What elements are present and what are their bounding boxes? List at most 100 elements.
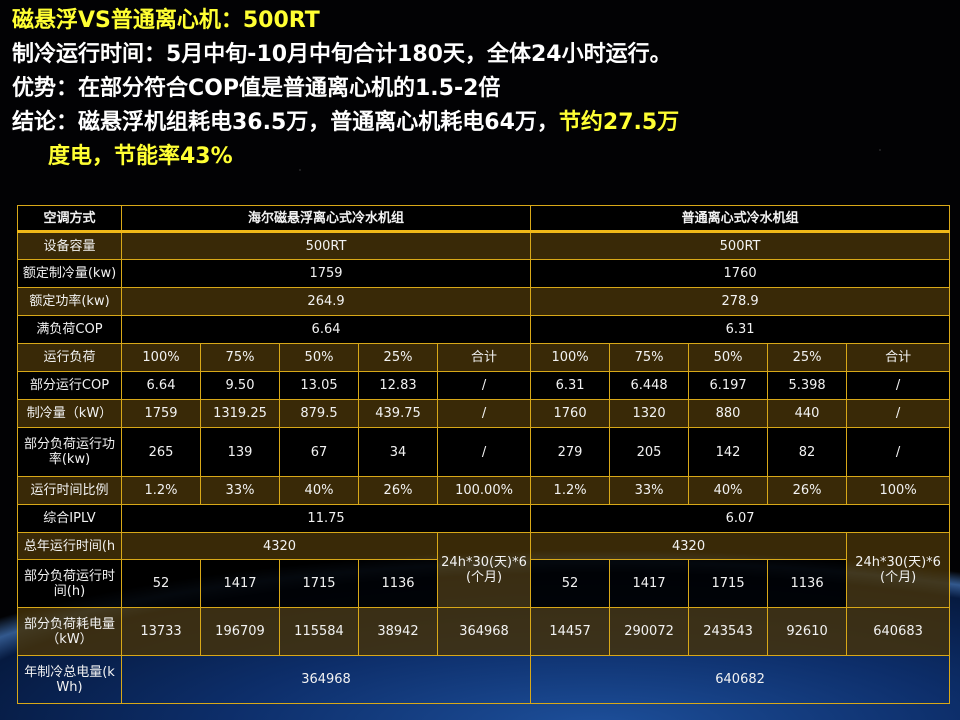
conclusion-text: 结论：磁悬浮机组耗电36.5万，普通离心机耗电64万， xyxy=(12,110,559,135)
row-label: 年制冷总电量(kWh) xyxy=(17,655,122,704)
table-cell: 264.9 xyxy=(120,287,532,316)
row-label: 部分负荷耗电量（kW） xyxy=(17,607,122,656)
table-cell: 439.75 xyxy=(358,399,438,428)
row-label: 额定制冷量(kw) xyxy=(17,259,122,288)
table-cell: 1417 xyxy=(609,559,690,608)
table-cell: 100% xyxy=(846,476,951,505)
table-cell: 1760 xyxy=(530,399,611,428)
table-row: 总年运行时间(h 4320 24h*30(天)*6(个月) 4320 24h*30(天)… xyxy=(17,532,951,608)
table-row: 运行时间比例 1.2% 33% 40% 26% 100.00% 1.2% 33% 40% 26% 1… xyxy=(17,476,951,505)
table-cell: 100% xyxy=(121,343,201,372)
row-label: 空调方式 xyxy=(17,205,122,233)
table-cell: 5.398 xyxy=(767,371,848,400)
table-cell: 1760 xyxy=(530,259,951,288)
table-cell: 100.00% xyxy=(436,476,532,505)
table-cell: 75% xyxy=(609,343,690,372)
table-cell: 265 xyxy=(121,427,201,477)
table-cell: 1319.25 xyxy=(200,399,280,428)
table-cell: 14457 xyxy=(530,607,611,656)
table-cell: 880 xyxy=(688,399,769,428)
row-label: 设备容量 xyxy=(17,231,122,260)
table-cell: 4320 xyxy=(121,532,438,560)
table-cell: 879.5 xyxy=(279,399,359,428)
table-cell: 100% xyxy=(530,343,611,372)
table-cell: 24h*30(天)*6(个月) xyxy=(436,532,532,608)
row-label: 额定功率(kw) xyxy=(17,287,122,316)
table-cell: 34 xyxy=(358,427,438,477)
table-cell: 1715 xyxy=(279,559,359,608)
title-line-2: 制冷运行时间：5月中旬-10月中旬合计180天，全体24小时运行。 xyxy=(12,42,672,67)
table-cell: 1.2% xyxy=(121,476,201,505)
table-row: 额定功率(kw) 264.9 278.9 xyxy=(17,287,951,316)
table-cell: 6.07 xyxy=(530,504,951,533)
table-cell: 50% xyxy=(688,343,769,372)
comparison-table: 空调方式 海尔磁悬浮离心式冷水机组 普通离心式冷水机组 设备容量 500RT 500RT 额… xyxy=(17,205,951,704)
row-label: 综合IPLV xyxy=(17,504,122,533)
table-row: 额定制冷量(kw) 1759 1760 xyxy=(17,259,951,288)
table-row: 部分负荷耗电量（kW） 13733 196709 115584 38942 364968 1… xyxy=(17,607,951,656)
table-cell: 1136 xyxy=(358,559,438,608)
table-cell: / xyxy=(436,399,532,428)
table-cell: 6.64 xyxy=(121,371,201,400)
row-label: 部分负荷运行时间(h) xyxy=(17,559,122,608)
table-cell: 67 xyxy=(279,427,359,477)
table-cell: 24h*30(天)*6(个月) xyxy=(846,532,951,608)
table-cell: / xyxy=(846,371,951,400)
title-line-5: 度电，节能率43% xyxy=(48,144,233,169)
table-header-row: 空调方式 海尔磁悬浮离心式冷水机组 普通离心式冷水机组 xyxy=(17,205,951,233)
table-cell: 40% xyxy=(688,476,769,505)
table-cell: 9.50 xyxy=(200,371,280,400)
table-cell: 115584 xyxy=(279,607,359,656)
table-cell: 1320 xyxy=(609,399,690,428)
table-row: 满负荷COP 6.64 6.31 xyxy=(17,315,951,344)
table-row: 运行负荷 100% 75% 50% 25% 合计 100% 75% 50% 25% 合计 xyxy=(17,343,951,372)
row-label: 运行负荷 xyxy=(17,343,122,372)
table-cell: 6.448 xyxy=(609,371,690,400)
table-cell: 38942 xyxy=(358,607,438,656)
table-cell: 640682 xyxy=(530,655,951,704)
table-cell: 139 xyxy=(200,427,280,477)
table-cell: 500RT xyxy=(120,231,532,260)
table-cell: 52 xyxy=(121,559,201,608)
table-cell: 196709 xyxy=(200,607,280,656)
table-cell: 13733 xyxy=(121,607,201,656)
table-cell: / xyxy=(846,399,951,428)
title-line-3: 优势：在部分符合COP值是普通离心机的1.5-2倍 xyxy=(12,76,501,101)
table-cell: 75% xyxy=(200,343,280,372)
title-line-4: 结论：磁悬浮机组耗电36.5万，普通离心机耗电64万，节约27.5万 xyxy=(12,106,952,140)
table-cell: 25% xyxy=(767,343,848,372)
table-cell: 11.75 xyxy=(120,504,532,533)
row-label: 部分负荷运行功率(kw) xyxy=(17,427,122,477)
table-cell: 364968 xyxy=(120,655,532,704)
table-cell: 合计 xyxy=(436,343,532,372)
table-cell: 205 xyxy=(609,427,690,477)
table-row: 综合IPLV 11.75 6.07 xyxy=(17,504,951,533)
table-cell: 33% xyxy=(200,476,280,505)
row-label: 运行时间比例 xyxy=(17,476,122,505)
table-cell: 1759 xyxy=(121,399,201,428)
column-header: 普通离心式冷水机组 xyxy=(530,205,951,233)
table-cell: 278.9 xyxy=(530,287,951,316)
table-cell: / xyxy=(436,371,532,400)
table-cell: 4320 xyxy=(530,532,848,560)
table-row: 部分运行COP 6.64 9.50 13.05 12.83/6.31 6.448 6.197… xyxy=(17,371,951,400)
table-cell: 440 xyxy=(767,399,848,428)
table-cell: 1417 xyxy=(200,559,280,608)
table-cell: 26% xyxy=(767,476,848,505)
title-line-1: 磁悬浮VS普通离心机：500RT xyxy=(12,8,320,33)
table-cell: 243543 xyxy=(688,607,769,656)
table-cell: 52 xyxy=(530,559,611,608)
table-row: 年制冷总电量(kWh) 364968 640682 xyxy=(17,655,951,704)
table-cell: 25% xyxy=(358,343,438,372)
table-cell: 92610 xyxy=(767,607,848,656)
table-cell: 1.2% xyxy=(530,476,611,505)
row-label: 制冷量（kW） xyxy=(17,399,122,428)
savings-highlight: 节约27.5万 xyxy=(558,110,680,135)
table-row: 制冷量（kW） 1759 1319.25 879.5 439.75/1760 1320 88… xyxy=(17,399,951,428)
slide-title-block: 磁悬浮VS普通离心机：500RT 制冷运行时间：5月中旬-10月中旬合计180天… xyxy=(12,4,952,174)
table-cell: 1759 xyxy=(120,259,532,288)
table-cell: 290072 xyxy=(609,607,690,656)
table-cell: 6.64 xyxy=(120,315,532,344)
table-row: 部分负荷运行功率(kw) 265 139 67 34/279 205 142 82/ xyxy=(17,427,951,477)
table-cell: 364968 xyxy=(436,607,532,656)
